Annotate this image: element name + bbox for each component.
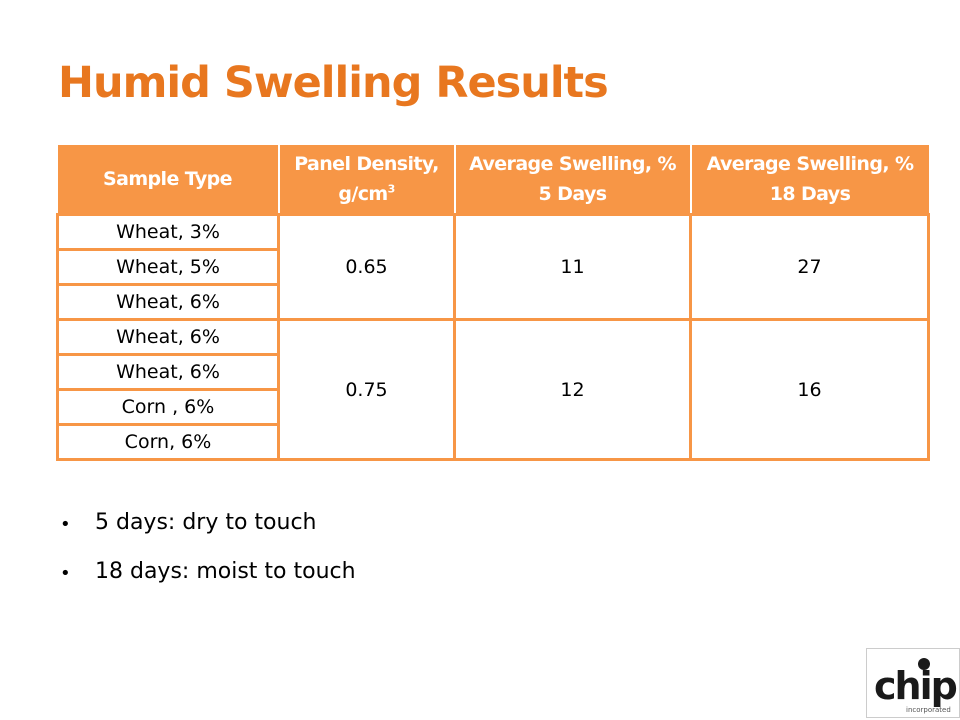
- table-row: Corn , 6%: [56, 388, 929, 426]
- density-cell: 0.75: [277, 318, 456, 461]
- header-swelling-18-line1: Average Swelling, %: [706, 153, 914, 175]
- table-row: Wheat, 5%: [56, 248, 929, 286]
- sample-type-cell: Wheat, 6%: [56, 353, 280, 391]
- sample-type-cell: Wheat, 5%: [56, 248, 280, 286]
- bullet-text: 5 days: dry to touch: [95, 510, 317, 535]
- table-row: Corn, 6%: [56, 423, 929, 461]
- sample-type-cell: Wheat, 6%: [56, 283, 280, 321]
- header-swelling-5-line1: Average Swelling, %: [469, 153, 676, 175]
- header-sample-type: Sample Type: [57, 145, 279, 215]
- header-swelling-5-line2: 5 Days: [538, 183, 608, 205]
- swelling-18-days-cell: 27: [689, 213, 930, 321]
- bullet-item: • 18 days: moist to touch: [58, 559, 356, 585]
- table-row: Wheat, 3% 0.65 11 27: [56, 213, 930, 321]
- density-cell: 0.65: [277, 213, 456, 321]
- header-panel-density-line2: g/cm: [338, 183, 388, 205]
- table-row: Wheat, 6%: [56, 283, 929, 321]
- header-swelling-18-days: Average Swelling, % 18 Days: [689, 145, 929, 215]
- chip-logo-subtext: incorporated: [906, 706, 951, 714]
- bullet-icon: •: [60, 514, 71, 535]
- chip-logo: chip incorporated: [866, 648, 960, 718]
- sample-type-cell: Wheat, 3%: [56, 213, 280, 251]
- header-panel-density-superscript: 3: [387, 182, 396, 196]
- chip-logo-dot-icon: [918, 658, 930, 670]
- sample-type-cell: Corn, 6%: [56, 423, 280, 461]
- header-panel-density-line1: Panel Density,: [294, 153, 439, 175]
- slide-title: Humid Swelling Results: [58, 58, 609, 108]
- header-sample-type-label: Sample Type: [103, 168, 233, 190]
- header-swelling-5-days: Average Swelling, % 5 Days: [453, 145, 691, 215]
- bullet-item: • 5 days: dry to touch: [58, 510, 356, 536]
- table-row: Wheat, 6% 0.75 12 16: [56, 318, 930, 461]
- bullet-list: • 5 days: dry to touch • 18 days: moist …: [58, 510, 356, 608]
- table-row: Wheat, 6%: [56, 353, 929, 391]
- bullet-text: 18 days: moist to touch: [95, 559, 356, 584]
- bullet-icon: •: [60, 563, 71, 584]
- header-panel-density: Panel Density, g/cm3: [277, 145, 455, 215]
- header-swelling-18-line2: 18 Days: [769, 183, 851, 205]
- swelling-5-days-cell: 11: [453, 213, 692, 321]
- sample-type-cell: Corn , 6%: [56, 388, 280, 426]
- sample-type-cell: Wheat, 6%: [56, 318, 280, 356]
- swelling-5-days-cell: 12: [453, 318, 692, 461]
- results-table: Sample Type Panel Density, g/cm3 Average…: [56, 145, 930, 461]
- table-header-row: Sample Type Panel Density, g/cm3 Average…: [57, 145, 929, 215]
- chip-logo-text: chip: [874, 664, 957, 708]
- swelling-18-days-cell: 16: [689, 318, 930, 461]
